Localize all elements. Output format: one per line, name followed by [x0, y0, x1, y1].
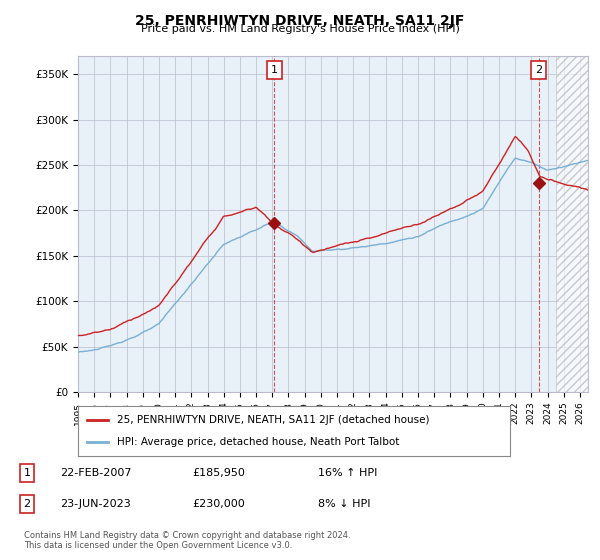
Text: 2: 2 [23, 499, 31, 509]
Text: Price paid vs. HM Land Registry's House Price Index (HPI): Price paid vs. HM Land Registry's House … [140, 24, 460, 34]
Text: Contains HM Land Registry data © Crown copyright and database right 2024.
This d: Contains HM Land Registry data © Crown c… [24, 530, 350, 550]
Bar [556, 56, 588, 392]
Text: 25, PENRHIWTYN DRIVE, NEATH, SA11 2JF (detached house): 25, PENRHIWTYN DRIVE, NEATH, SA11 2JF (d… [117, 415, 430, 425]
Text: 25, PENRHIWTYN DRIVE, NEATH, SA11 2JF: 25, PENRHIWTYN DRIVE, NEATH, SA11 2JF [136, 14, 464, 28]
Text: 16% ↑ HPI: 16% ↑ HPI [318, 468, 377, 478]
Text: HPI: Average price, detached house, Neath Port Talbot: HPI: Average price, detached house, Neat… [117, 437, 399, 447]
Text: 1: 1 [23, 468, 31, 478]
Text: 22-FEB-2007: 22-FEB-2007 [60, 468, 131, 478]
Text: 8% ↓ HPI: 8% ↓ HPI [318, 499, 371, 509]
Text: £230,000: £230,000 [192, 499, 245, 509]
Text: 2: 2 [535, 64, 542, 74]
Text: 1: 1 [271, 64, 278, 74]
Text: 23-JUN-2023: 23-JUN-2023 [60, 499, 131, 509]
Text: £185,950: £185,950 [192, 468, 245, 478]
